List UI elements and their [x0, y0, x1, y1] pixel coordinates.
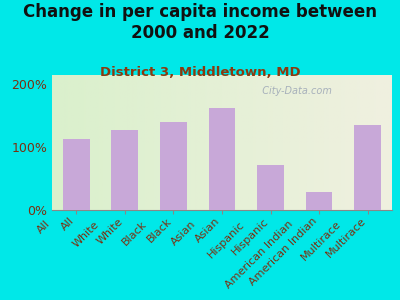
- Text: Multirace: Multirace: [324, 216, 368, 260]
- Text: Black: Black: [145, 216, 174, 244]
- Text: American Indian: American Indian: [248, 216, 319, 288]
- Text: Black: Black: [121, 219, 149, 248]
- Text: Asian: Asian: [169, 219, 198, 248]
- Bar: [160, 122, 187, 210]
- Bar: [306, 192, 332, 210]
- Text: White: White: [70, 219, 100, 249]
- Bar: [257, 165, 284, 210]
- Text: All: All: [60, 216, 76, 233]
- Bar: [354, 125, 381, 210]
- Text: Multirace: Multirace: [300, 219, 344, 263]
- Text: White: White: [95, 216, 125, 246]
- Text: American Indian: American Indian: [223, 219, 295, 291]
- Text: Hispanic: Hispanic: [206, 219, 246, 260]
- Text: Asian: Asian: [193, 216, 222, 244]
- Text: Change in per capita income between
2000 and 2022: Change in per capita income between 2000…: [23, 3, 377, 42]
- Text: City-Data.com: City-Data.com: [256, 86, 332, 96]
- Bar: [63, 139, 90, 210]
- Text: District 3, Middletown, MD: District 3, Middletown, MD: [100, 66, 300, 79]
- Bar: [209, 108, 235, 210]
- Text: Hispanic: Hispanic: [230, 216, 270, 257]
- Bar: [112, 130, 138, 210]
- Text: All: All: [35, 219, 52, 236]
